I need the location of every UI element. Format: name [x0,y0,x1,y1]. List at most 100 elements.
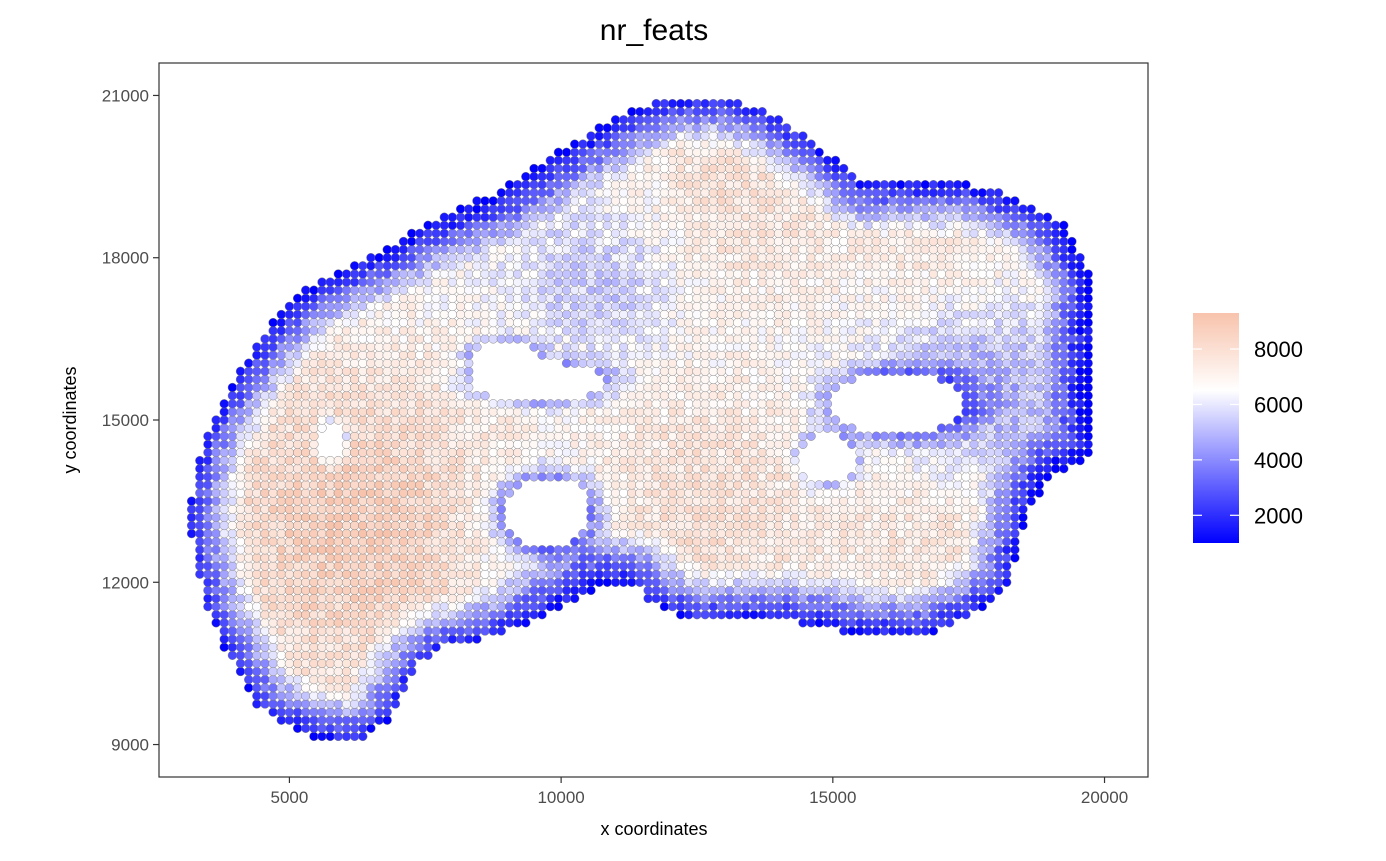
spot [904,537,914,547]
spot [480,528,490,539]
spot [749,115,759,125]
spot [814,610,824,620]
spot [423,407,433,417]
spot [773,480,784,490]
spot [708,464,718,474]
spot [953,220,963,230]
spot [692,439,702,449]
spot [790,512,800,523]
spot [781,366,792,376]
spot [570,285,580,295]
spot [561,293,572,303]
spot [855,528,865,539]
spot [374,658,384,669]
spot [765,212,775,222]
spot [407,650,417,660]
spot [822,601,833,612]
spot [765,585,775,596]
spot [627,577,637,587]
spot [692,415,702,425]
spot [936,188,947,198]
spot [708,285,718,295]
spot [953,464,963,474]
spot [260,472,270,482]
spot [578,537,588,547]
spot [504,285,515,295]
spot [382,601,392,612]
spot [969,415,979,425]
spot [847,171,857,182]
spot [627,569,637,579]
spot [195,537,205,547]
spot [618,236,629,247]
spot [871,545,881,555]
spot [464,464,474,474]
spot [325,593,335,604]
spot [447,228,458,239]
spot [268,528,278,539]
spot [219,561,229,571]
spot [920,326,930,336]
spot [814,585,824,596]
spot [635,366,645,376]
spot [610,520,621,531]
spot [936,464,947,474]
spot [936,504,947,514]
spot [896,326,906,336]
spot [512,253,523,263]
spot [390,334,401,344]
spot [488,277,498,287]
spot [830,488,841,498]
spot [333,585,343,596]
spot [863,496,873,506]
spot [407,447,417,458]
spot [627,350,637,360]
spot [358,601,368,612]
spot [830,585,841,596]
spot [211,447,221,458]
spot [879,188,890,198]
spot [488,301,498,312]
spot [439,277,449,287]
spot [496,431,506,441]
spot [928,220,939,230]
spot [276,528,286,539]
spot [790,317,800,328]
spot [341,569,352,579]
spot [235,577,246,587]
spot [561,309,572,320]
spot [969,553,979,563]
spot [961,610,971,620]
spot [741,326,751,336]
spot [667,366,678,376]
spot [887,496,898,506]
spot [887,188,898,198]
spot [276,399,286,409]
spot [439,431,449,441]
spot [439,455,449,466]
spot [724,107,735,117]
spot [570,561,580,571]
spot [496,455,506,466]
spot [749,447,759,458]
spot [349,472,360,482]
spot [618,269,629,279]
spot [284,642,295,652]
spot [961,423,971,433]
spot [512,293,523,303]
spot [627,399,637,409]
spot [618,407,629,417]
spot [602,472,612,482]
spot [333,634,343,644]
spot [464,261,474,271]
spot [366,350,376,360]
spot [700,326,710,336]
spot [488,537,498,547]
spot [341,415,352,425]
spot [349,715,360,725]
spot [773,204,784,214]
spot [325,301,335,312]
spot [244,569,254,579]
spot [635,358,645,368]
spot [635,504,645,514]
